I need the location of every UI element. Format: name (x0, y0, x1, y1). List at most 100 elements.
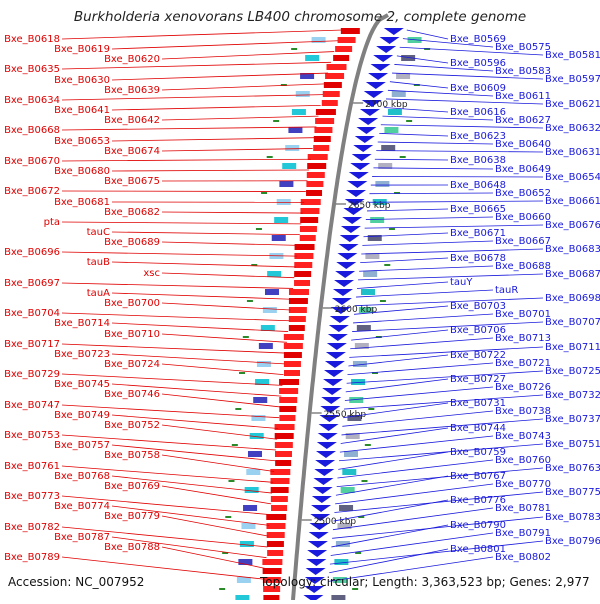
green-tick (225, 516, 231, 518)
forward-gene-label: Bxe_B0787 (54, 532, 110, 543)
forward-gene-arrow (279, 415, 295, 421)
forward-leader-line (162, 84, 325, 90)
reverse-gene-label: Bxe_B0631 (545, 147, 600, 158)
reverse-gene-arrow (332, 298, 352, 305)
feature-block (257, 361, 271, 367)
forward-gene-arrow (270, 478, 289, 484)
reverse-gene-arrow (356, 127, 376, 134)
feature-block (288, 127, 302, 133)
forward-leader-line (162, 455, 274, 472)
forward-gene-label: Bxe_B0745 (54, 379, 110, 390)
forward-gene-label: Bxe_B0620 (104, 54, 160, 65)
feature-block (305, 55, 319, 61)
forward-gene-arrow (279, 388, 298, 394)
forward-gene-arrow (307, 172, 325, 178)
green-tick (368, 408, 374, 410)
forward-gene-label: Bxe_B0696 (4, 247, 60, 258)
reverse-gene-arrow (358, 118, 378, 125)
reverse-gene-label: Bxe_B0751 (545, 439, 600, 450)
reverse-leader-line (375, 159, 448, 160)
forward-gene-arrow (314, 136, 331, 142)
forward-leader-line (62, 95, 323, 100)
green-tick (247, 300, 253, 302)
reverse-gene-arrow (368, 73, 388, 80)
forward-gene-arrow (284, 343, 303, 349)
feature-block (370, 217, 384, 223)
green-tick (361, 480, 367, 482)
forward-gene-arrow (322, 100, 338, 106)
forward-gene-arrow (271, 505, 287, 511)
reverse-gene-arrow (326, 352, 346, 359)
forward-gene-label: Bxe_B0758 (104, 450, 160, 461)
forward-gene-arrow (279, 406, 296, 412)
feature-block (331, 595, 345, 600)
green-tick (261, 192, 267, 194)
reverse-gene-arrow (366, 82, 386, 89)
forward-gene-label: Bxe_B0697 (4, 278, 60, 289)
forward-gene-label: Bxe_B0788 (104, 542, 160, 553)
forward-gene-arrow (306, 190, 322, 196)
reverse-leader-line (357, 282, 448, 288)
forward-gene-arrow (289, 325, 305, 331)
reverse-gene-arrow (384, 28, 404, 35)
forward-gene-arrow (284, 352, 302, 358)
forward-gene-label: Bxe_B0779 (104, 511, 160, 522)
reverse-gene-arrow (324, 370, 344, 377)
forward-gene-arrow (262, 559, 282, 565)
reverse-gene-label: Bxe_B0687 (545, 269, 600, 280)
reverse-gene-label: Bxe_B0726 (495, 382, 551, 393)
forward-gene-arrow (289, 307, 307, 313)
forward-gene-arrow (284, 361, 301, 367)
forward-gene-label: Bxe_B0789 (4, 552, 60, 563)
forward-gene-arrow (263, 568, 282, 574)
reverse-gene-label: Bxe_B0783 (545, 512, 600, 523)
forward-gene-label: Bxe_B0773 (4, 491, 60, 502)
forward-gene-arrow (314, 127, 332, 133)
reverse-gene-label: Bxe_B0743 (495, 431, 551, 442)
forward-leader-line (112, 73, 328, 80)
feature-block (381, 145, 395, 151)
forward-gene-arrow (271, 487, 289, 493)
forward-gene-arrow (263, 595, 279, 600)
reverse-gene-label: Bxe_B0640 (495, 139, 551, 150)
forward-gene-label: Bxe_B0680 (54, 166, 110, 177)
feature-block (246, 469, 260, 475)
green-tick (384, 264, 390, 266)
reverse-gene-label: tauY (450, 277, 473, 288)
reverse-leader-line (359, 266, 493, 271)
forward-leader-line (162, 242, 298, 245)
reverse-gene-arrow (376, 46, 396, 53)
reverse-gene-arrow (319, 424, 339, 431)
reverse-gene-arrow (312, 496, 332, 503)
reverse-leader-line (390, 82, 448, 88)
forward-gene-arrow (300, 235, 316, 241)
reverse-gene-arrow (349, 172, 369, 179)
forward-gene-label: Bxe_B0642 (104, 115, 160, 126)
reverse-gene-arrow (325, 361, 345, 368)
green-tick (243, 336, 249, 338)
reverse-leader-line (350, 338, 493, 349)
reverse-gene-label: Bxe_B0802 (495, 552, 551, 563)
forward-gene-label: Bxe_B0753 (4, 430, 60, 441)
feature-block (237, 577, 251, 583)
forward-gene-arrow (295, 244, 315, 250)
forward-gene-label: Bxe_B0700 (104, 298, 160, 309)
reverse-gene-arrow (327, 343, 347, 350)
reverse-gene-label: Bxe_B0652 (495, 188, 551, 199)
reverse-leader-line (369, 193, 493, 194)
forward-gene-arrow (289, 316, 306, 322)
forward-gene-label: Bxe_B0710 (104, 329, 160, 340)
forward-gene-arrow (266, 523, 285, 529)
forward-gene-label: Bxe_B0670 (4, 156, 60, 167)
reverse-gene-arrow (355, 136, 375, 143)
forward-gene-arrow (294, 280, 310, 286)
reverse-gene-label: Bxe_B0611 (495, 91, 551, 102)
green-tick (219, 588, 225, 590)
green-tick (365, 444, 371, 446)
forward-leader-line (162, 334, 287, 342)
reverse-gene-label: Bxe_B0597 (545, 74, 600, 85)
forward-gene-arrow (300, 208, 319, 214)
reverse-gene-label: Bxe_B0711 (545, 342, 600, 353)
forward-leader-line (62, 191, 306, 192)
forward-gene-label: Bxe_B0782 (4, 522, 60, 533)
